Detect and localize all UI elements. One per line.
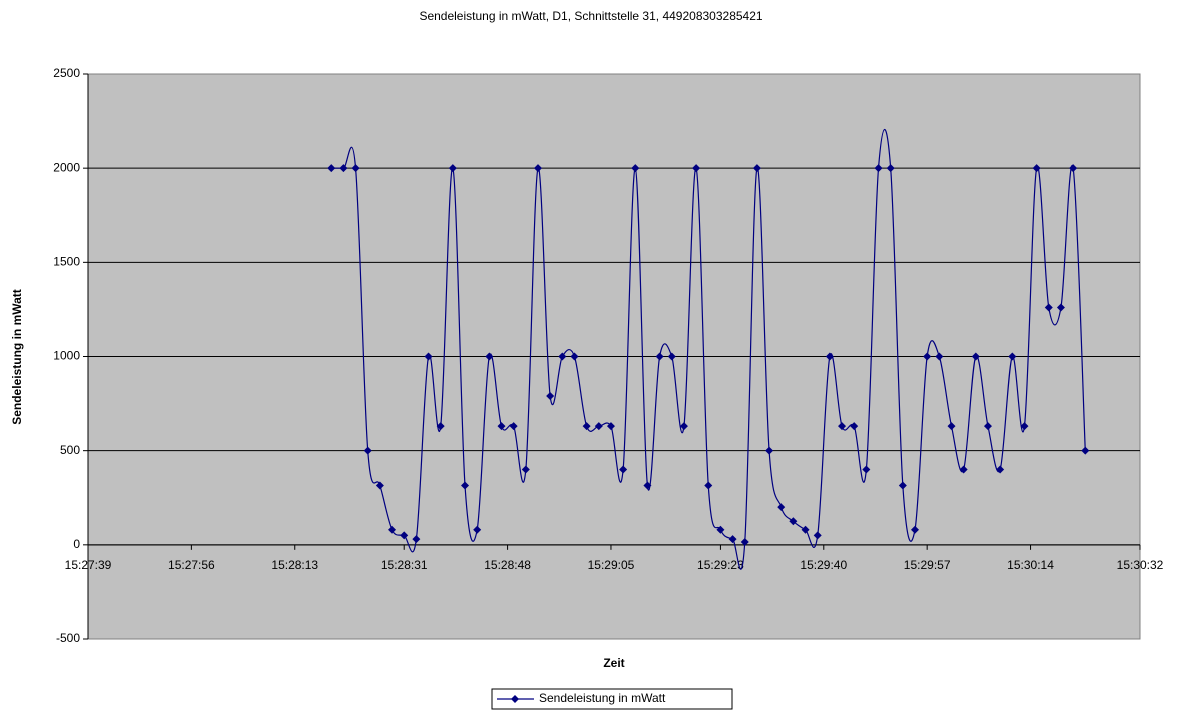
x-tick-label: 15:28:13 <box>271 558 318 572</box>
y-tick-label: -500 <box>56 631 80 645</box>
data-point <box>473 525 482 534</box>
data-point <box>923 352 932 361</box>
data-point <box>777 503 786 512</box>
y-tick-label: 1000 <box>53 349 80 363</box>
data-point <box>412 535 421 544</box>
x-tick-label: 15:29:05 <box>588 558 635 572</box>
data-point <box>740 538 749 547</box>
x-tick-label: 15:27:39 <box>65 558 112 572</box>
data-point <box>898 481 907 490</box>
data-point <box>594 422 603 431</box>
data-point <box>448 164 457 173</box>
x-tick-label: 15:29:57 <box>904 558 951 572</box>
data-point <box>862 465 871 474</box>
x-axis-label: Zeit <box>603 656 624 670</box>
data-point <box>327 164 336 173</box>
data-point <box>1008 352 1017 361</box>
data-point <box>521 465 530 474</box>
data-point <box>850 422 859 431</box>
data-point <box>655 352 664 361</box>
data-point <box>971 352 980 361</box>
data-point <box>813 531 822 540</box>
y-axis-label: Sendeleistung in mWatt <box>10 289 24 425</box>
y-tick-label: 2000 <box>53 160 80 174</box>
data-point <box>461 481 470 490</box>
data-point <box>1081 446 1090 455</box>
data-point <box>911 525 920 534</box>
data-point <box>947 422 956 431</box>
data-point <box>643 481 652 490</box>
data-point <box>351 164 360 173</box>
data-point <box>886 164 895 173</box>
data-point <box>983 422 992 431</box>
data-point <box>874 164 883 173</box>
data-point <box>582 422 591 431</box>
data-point <box>692 164 701 173</box>
data-point <box>1044 303 1053 312</box>
data-point <box>619 465 628 474</box>
data-point <box>728 535 737 544</box>
data-point <box>1032 164 1041 173</box>
x-tick-label: 15:28:48 <box>484 558 531 572</box>
x-tick-label: 15:29:40 <box>800 558 847 572</box>
legend-marker <box>511 695 519 703</box>
data-point <box>363 446 372 455</box>
y-tick-label: 0 <box>73 537 80 551</box>
x-tick-label: 15:27:56 <box>168 558 215 572</box>
data-point <box>801 525 810 534</box>
x-tick-label: 15:29:23 <box>697 558 744 572</box>
data-point <box>485 352 494 361</box>
y-tick-label: 1500 <box>53 255 80 269</box>
data-point <box>509 422 518 431</box>
data-point <box>996 465 1005 474</box>
data-point <box>765 446 774 455</box>
data-point <box>558 352 567 361</box>
data-point <box>546 392 555 401</box>
chart-title: Sendeleistung in mWatt, D1, Schnittstell… <box>419 9 762 23</box>
data-point <box>752 164 761 173</box>
data-point <box>424 352 433 361</box>
data-point <box>1020 422 1029 431</box>
data-point <box>679 422 688 431</box>
data-point <box>667 352 676 361</box>
data-point <box>339 164 348 173</box>
data-point <box>1069 164 1078 173</box>
data-point <box>388 525 397 534</box>
data-point <box>935 352 944 361</box>
data-point <box>497 422 506 431</box>
x-tick-label: 15:28:31 <box>381 558 428 572</box>
data-point <box>1056 303 1065 312</box>
data-point <box>533 164 542 173</box>
data-point <box>375 481 384 490</box>
data-point <box>631 164 640 173</box>
data-point <box>838 422 847 431</box>
data-point <box>704 481 713 490</box>
y-tick-label: 2500 <box>53 66 80 80</box>
data-point <box>570 352 579 361</box>
data-point <box>400 531 409 540</box>
legend-box <box>491 688 733 710</box>
data-point <box>789 517 798 526</box>
legend-label: Sendeleistung in mWatt <box>539 691 666 705</box>
x-tick-label: 15:30:32 <box>1117 558 1164 572</box>
y-tick-label: 500 <box>60 443 80 457</box>
data-point <box>825 352 834 361</box>
data-point <box>436 422 445 431</box>
x-tick-label: 15:30:14 <box>1007 558 1054 572</box>
data-point <box>606 422 615 431</box>
data-point <box>959 465 968 474</box>
data-point <box>716 525 725 534</box>
